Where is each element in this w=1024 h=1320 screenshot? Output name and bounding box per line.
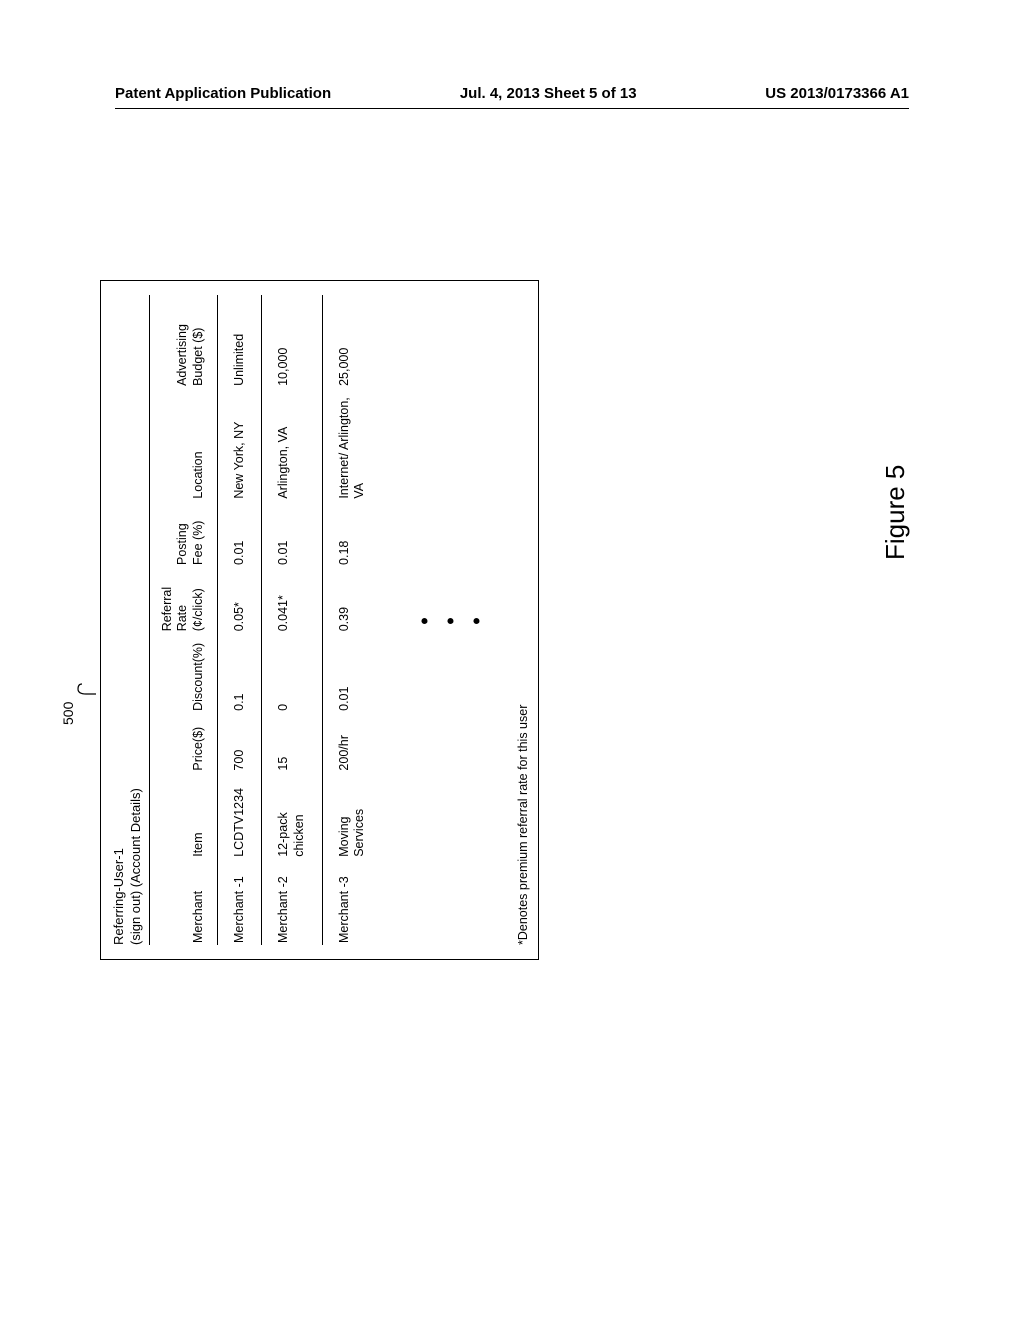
col-posting: Posting Fee (%) (149, 501, 217, 567)
panel-title-line2: (sign out) (Account Details) (128, 295, 145, 945)
cell-location: New York, NY (217, 388, 262, 501)
cell-item: Moving Services (322, 773, 382, 859)
merchant-table: Merchant Item Price($) Discount(%) Refer… (149, 295, 382, 945)
col-price: Price($) (149, 713, 217, 773)
table-row: Merchant -3 Moving Services 200/hr 0.01 … (322, 295, 382, 945)
figure-caption: Figure 5 (880, 465, 911, 560)
cell-referral: 0.041* (262, 567, 322, 633)
cell-price: 700 (217, 713, 262, 773)
table-header-row: Merchant Item Price($) Discount(%) Refer… (149, 295, 217, 945)
cell-location: Arlington, VA (262, 388, 322, 501)
panel-title-line1: Referring-User-1 (111, 295, 128, 945)
figure-5: 500 Referring-User-1 (sign out) (Account… (100, 170, 920, 1070)
rotated-content: 500 Referring-User-1 (sign out) (Account… (100, 210, 920, 1030)
cell-merchant: Merchant -2 (262, 859, 322, 945)
table-row: Merchant -1 LCDTV1234 700 0.1 0.05* 0.01… (217, 295, 262, 945)
col-item: Item (149, 773, 217, 859)
page-header: Patent Application Publication Jul. 4, 2… (115, 85, 909, 102)
cell-location: Internet/ Arlington, VA (322, 388, 382, 501)
patent-page: Patent Application Publication Jul. 4, 2… (0, 0, 1024, 1320)
col-referral: Referral Rate (¢/click) (149, 567, 217, 633)
cell-item: 12-pack chicken (262, 773, 322, 859)
cell-posting: 0.01 (217, 501, 262, 567)
cell-budget: 25,000 (322, 295, 382, 388)
cell-merchant: Merchant -3 (322, 859, 382, 945)
cell-referral: 0.05* (217, 567, 262, 633)
header-center: Jul. 4, 2013 Sheet 5 of 13 (460, 85, 637, 102)
reference-number: 500 (60, 702, 76, 725)
cell-posting: 0.01 (262, 501, 322, 567)
reference-bracket-icon (76, 680, 98, 698)
cell-merchant: Merchant -1 (217, 859, 262, 945)
footnote: *Denotes premium referral rate for this … (510, 295, 530, 945)
col-budget: Advertising Budget ($) (149, 295, 217, 388)
cell-price: 200/hr (322, 713, 382, 773)
header-rule (115, 108, 909, 109)
cell-item: LCDTV1234 (217, 773, 262, 859)
header-right: US 2013/0173366 A1 (765, 85, 909, 102)
table-row: Merchant -2 12-pack chicken 15 0 0.041* … (262, 295, 322, 945)
cell-discount: 0.1 (217, 633, 262, 713)
col-discount: Discount(%) (149, 633, 217, 713)
vertical-ellipsis-icon: ••• (382, 295, 510, 945)
cell-referral: 0.39 (322, 567, 382, 633)
cell-posting: 0.18 (322, 501, 382, 567)
cell-discount: 0.01 (322, 633, 382, 713)
cell-budget: 10,000 (262, 295, 322, 388)
header-left: Patent Application Publication (115, 85, 331, 102)
cell-discount: 0 (262, 633, 322, 713)
col-merchant: Merchant (149, 859, 217, 945)
cell-price: 15 (262, 713, 322, 773)
col-location: Location (149, 388, 217, 501)
cell-budget: Unlimited (217, 295, 262, 388)
account-panel: Referring-User-1 (sign out) (Account Det… (100, 280, 539, 960)
panel-header: Referring-User-1 (sign out) (Account Det… (111, 295, 149, 945)
